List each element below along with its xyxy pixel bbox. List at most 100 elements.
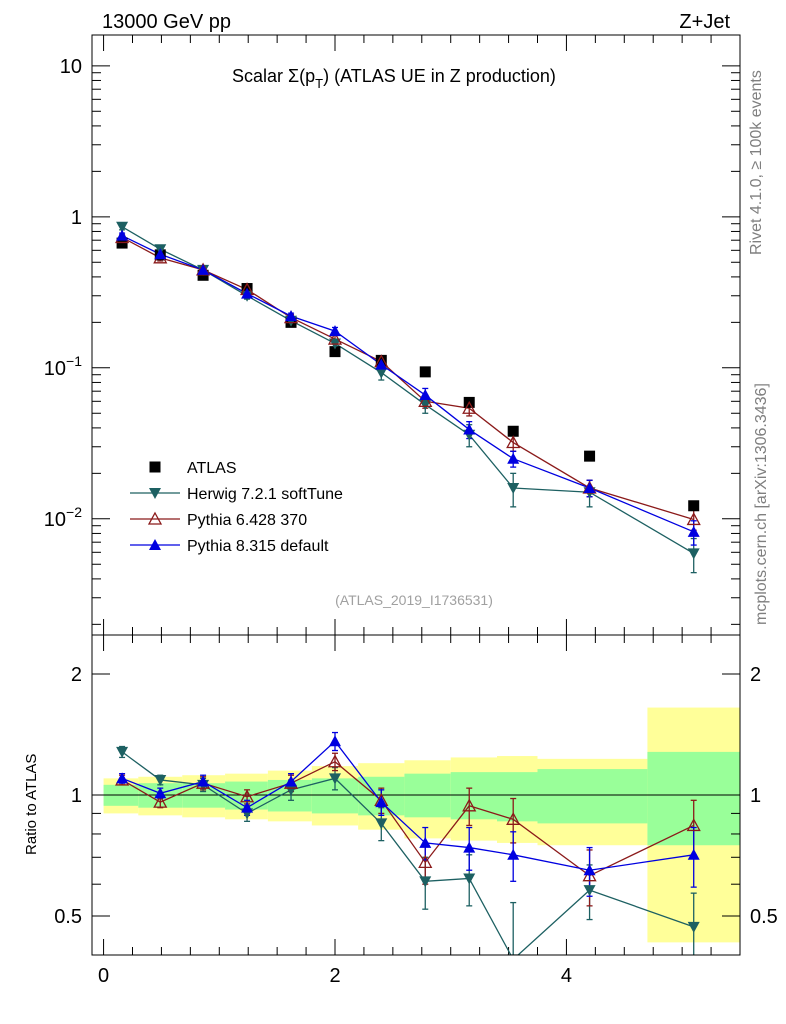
ratio-y-label: Ratio to ATLAS: [23, 754, 40, 855]
y-tick-base: 10: [44, 358, 66, 380]
ratio-point-pythia8: [241, 801, 254, 813]
main-point-atlas: [507, 425, 519, 437]
ratio-axis-ticks: 2 2 1 1 0.5 0.5 0 2 4: [54, 635, 778, 987]
main-point-pythia8: [687, 525, 700, 537]
ratio-point-herwig: [687, 921, 700, 933]
band-inner-9: [497, 772, 538, 822]
legend-label-atlas: ATLAS: [187, 460, 237, 477]
y-tick-base: 10: [44, 509, 66, 531]
analysis-reference: (ATLAS_2019_I1736531): [335, 592, 493, 608]
main-point-pythia8: [419, 389, 432, 401]
legend-marker-herwig: [149, 488, 161, 499]
main-point-pythia8: [241, 287, 254, 299]
main-point-herwig: [687, 548, 700, 560]
ratio-point-pythia6: [686, 818, 701, 832]
main-point-pythia8: [329, 325, 341, 337]
main-point-pythia8: [507, 452, 520, 464]
ratio-point-herwig: [329, 773, 341, 785]
y-tick-label-0: 10: [60, 56, 82, 78]
ratio-point-pythia8: [583, 864, 596, 876]
ratio-point-pythia8: [463, 841, 476, 853]
ratio-y-tick-label-left-1: 1: [71, 785, 82, 807]
ratio-point-pythia6: [153, 794, 168, 808]
main-point-pythia6: [327, 331, 343, 345]
chart-title: Scalar Σ(pT) (ATLAS UE in Z production): [232, 66, 556, 91]
ratio-y-tick-label-right-2: 0.5: [750, 906, 778, 928]
y-tick-label-3: 10−2: [44, 504, 82, 531]
legend-marker-atlas: [149, 461, 161, 473]
ratio-uncertainty-bands: [103, 707, 740, 943]
legend-marker-pythia6: [147, 511, 163, 525]
main-point-pythia6: [506, 435, 521, 449]
legend-label-pythia6: Pythia 6.428 370: [187, 512, 307, 529]
ratio-point-pythia8: [154, 787, 167, 799]
main-point-pythia6: [418, 393, 433, 407]
ratio-point-herwig: [507, 954, 520, 955]
ratio-series-group: [114, 731, 701, 955]
ratio-point-pythia8: [329, 735, 341, 747]
main-point-atlas: [584, 450, 596, 462]
ratio-point-pythia6: [462, 798, 477, 812]
x-tick-label-1: 2: [329, 965, 340, 987]
main-point-pythia8: [285, 310, 298, 322]
title-suffix: ) (ATLAS UE in Z production): [323, 66, 556, 86]
ratio-point-herwig: [463, 873, 476, 885]
ratio-point-pythia6: [418, 854, 433, 868]
main-point-atlas: [688, 500, 700, 512]
ratio-point-pythia8: [507, 848, 520, 860]
header-energy: 13000 GeV pp: [102, 11, 231, 33]
band-inner-10: [537, 769, 648, 824]
title-subscript: T: [315, 76, 323, 91]
main-point-herwig: [116, 221, 129, 233]
main-line-herwig: [121, 226, 695, 554]
main-point-atlas: [329, 346, 341, 358]
main-point-pythia8: [583, 481, 596, 493]
x-tick-label-2: 4: [561, 965, 572, 987]
ratio-point-herwig: [583, 885, 596, 897]
main-point-pythia6: [462, 400, 477, 414]
ratio-point-pythia6: [506, 811, 521, 825]
ratio-y-tick-label-left-0: 2: [71, 664, 82, 686]
main-point-herwig: [375, 367, 388, 379]
title-prefix: Scalar Σ(p: [232, 66, 315, 86]
y-tick-exponent: −1: [66, 353, 82, 369]
ratio-line-pythia6: [121, 760, 694, 877]
main-series-group: [114, 221, 701, 574]
legend-label-pythia8: Pythia 8.315 default: [187, 538, 329, 555]
ratio-y-tick-label-right-0: 2: [750, 664, 761, 686]
ratio-point-herwig: [419, 876, 432, 888]
y-tick-base: 1: [71, 207, 82, 229]
legend-label-herwig: Herwig 7.2.1 softTune: [187, 486, 343, 503]
y-tick-label-1: 1: [71, 207, 82, 229]
y-tick-exponent: −2: [66, 504, 82, 520]
ratio-point-pythia8: [285, 775, 298, 787]
ratio-point-pythia6: [327, 754, 343, 768]
ratio-point-herwig: [154, 774, 167, 786]
x-tick-label-0: 0: [98, 965, 109, 987]
y-tick-base: 10: [60, 56, 82, 78]
ratio-point-herwig: [375, 818, 388, 830]
main-line-pythia8: [121, 235, 694, 533]
ratio-panel-frame: [91, 634, 741, 956]
main-point-herwig: [507, 482, 520, 494]
ratio-point-pythia8: [375, 796, 388, 808]
ratio-point-pythia8: [419, 836, 432, 848]
main-point-atlas: [419, 366, 431, 378]
main-point-pythia6: [686, 512, 701, 526]
ratio-point-pythia8: [116, 772, 129, 784]
ratio-y-tick-label-left-2: 0.5: [54, 906, 82, 928]
main-point-pythia8: [116, 229, 129, 241]
legend-marker-pythia8: [149, 539, 161, 550]
main-point-pythia8: [375, 358, 388, 370]
rivet-label: Rivet 4.1.0, ≥ 100k events: [748, 70, 765, 255]
main-point-pythia8: [154, 248, 167, 260]
ratio-point-herwig: [116, 746, 129, 758]
legend: ATLAS Herwig 7.2.1 softTune Pythia 6.428 3…: [130, 460, 343, 555]
header-process: Z+Jet: [679, 11, 730, 33]
main-point-pythia8: [463, 423, 476, 435]
y-tick-label-2: 10−1: [44, 353, 82, 380]
main-point-pythia8: [197, 263, 210, 275]
main-point-herwig: [419, 399, 432, 411]
